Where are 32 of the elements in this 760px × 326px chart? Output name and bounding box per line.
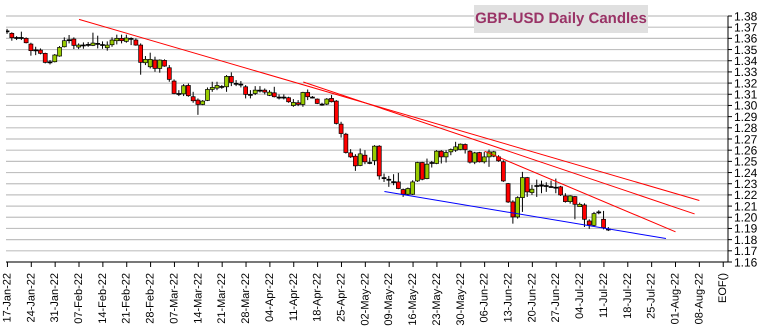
x-tick-label: 21-Mar-22 (216, 273, 228, 324)
x-tick-label: 17-Jan-22 (1, 273, 14, 323)
x-tick-label: 11-Jul-22 (598, 273, 610, 318)
x-tick-label: 07-Feb-22 (73, 273, 86, 324)
x-tick-label: 30-May-22 (454, 273, 467, 326)
x-tick-label: 06-Jun-22 (478, 273, 491, 323)
x-tick-label: 14-Mar-22 (192, 273, 204, 324)
x-tick-label: 13-Jun-22 (502, 273, 514, 323)
x-tick-label: 24-Jan-22 (25, 273, 38, 323)
x-tick-label: 18-Apr-22 (312, 273, 324, 322)
x-tick-label: 23-May-22 (430, 273, 443, 326)
x-tick-label: 14-Feb-22 (96, 273, 109, 324)
x-tick-label: 07-Mar-22 (168, 273, 180, 324)
x-tick-label: 25-Apr-22 (335, 273, 348, 322)
x-tick-label: 18-Jul-22 (622, 273, 634, 319)
x-tick-label: 28-Mar-22 (240, 273, 252, 324)
x-tick-label: 02-May-22 (359, 273, 372, 326)
x-tick-label: 21-Feb-22 (120, 273, 133, 324)
x-tick-label: 28-Feb-22 (144, 273, 157, 324)
x-tick-label: 11-Apr-22 (288, 273, 300, 322)
x-tick-label: 04-Apr-22 (264, 273, 276, 322)
x-tick-label: 31-Jan-22 (49, 273, 62, 323)
x-tick-label: 20-Jun-22 (526, 273, 538, 323)
x-tick-label: 08-Aug-22 (693, 273, 706, 324)
x-tick-label: 01-Aug-22 (670, 273, 682, 324)
chart-title: GBP-USD Daily Candles (474, 5, 648, 33)
x-tick-label: 27-Jun-22 (550, 273, 562, 323)
x-tick-label: 09-May-22 (383, 273, 396, 326)
x-tick-label: 04-Jul-22 (574, 273, 586, 319)
x-tick-label: EOF() (717, 273, 730, 303)
x-tick-label: 25-Jul-22 (646, 273, 658, 319)
x-tick-label: 16-May-22 (407, 273, 420, 326)
